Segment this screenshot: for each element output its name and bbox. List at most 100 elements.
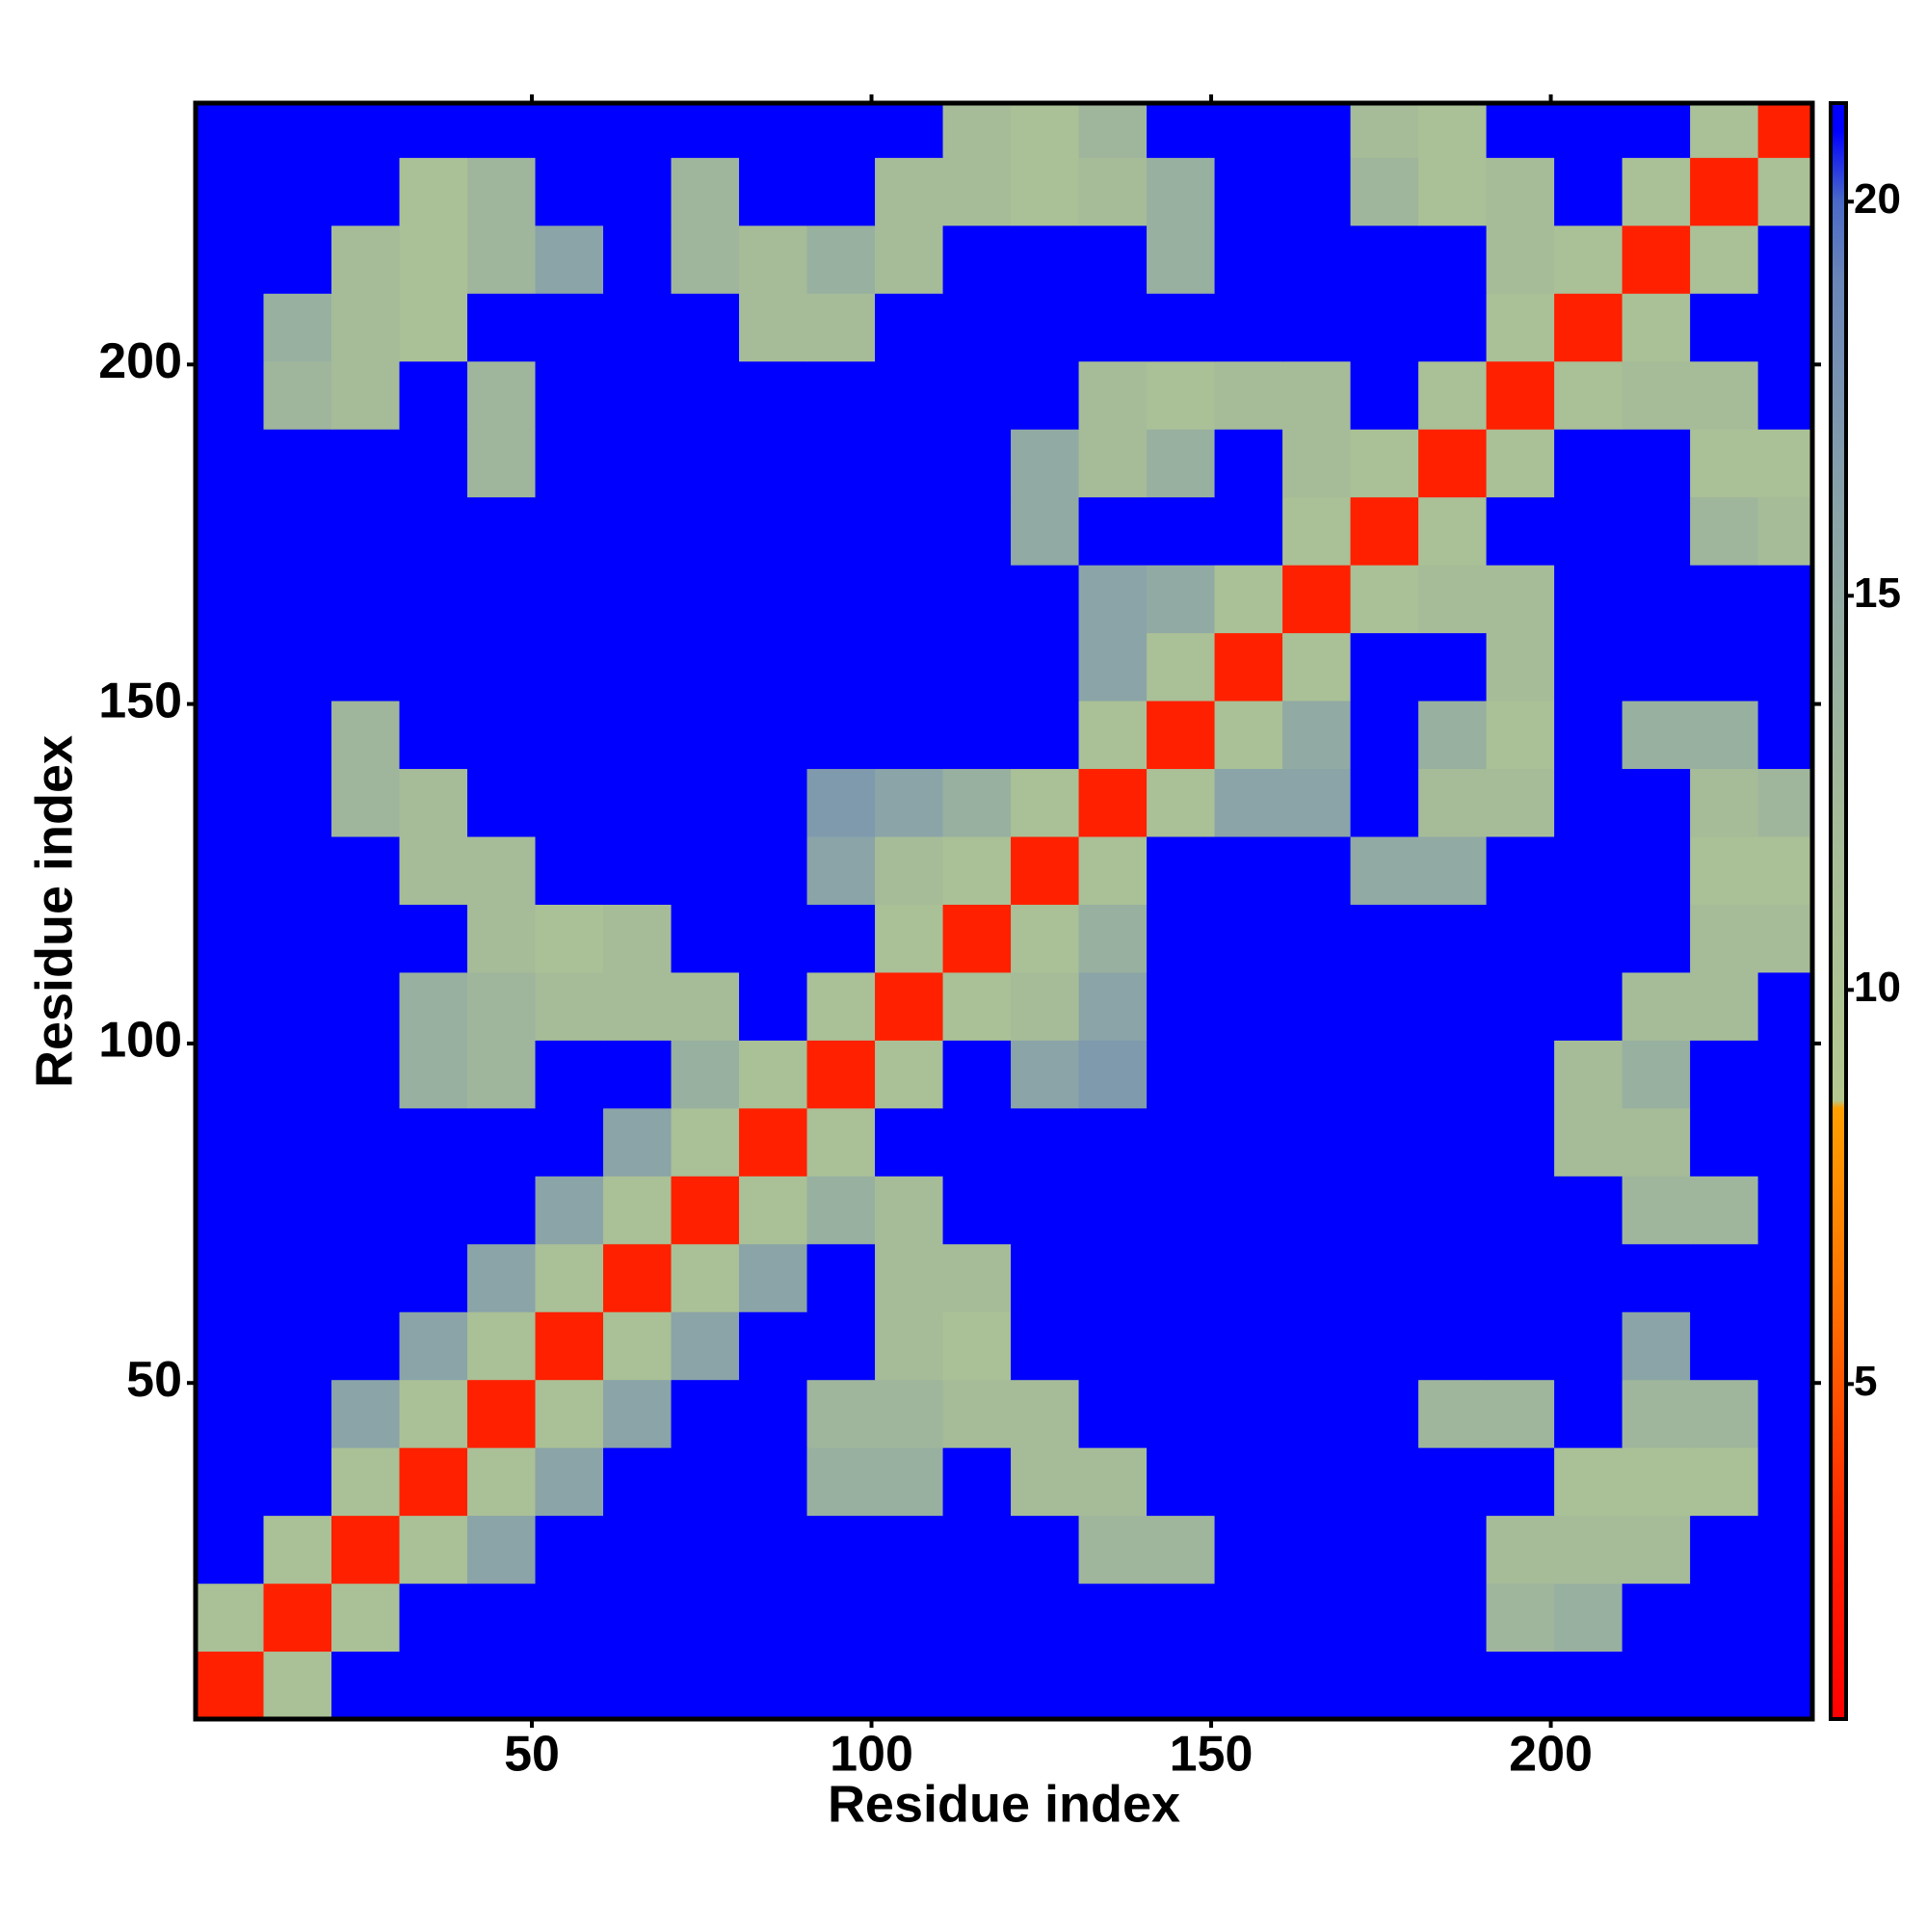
heatmap-cell [942,1515,1012,1584]
heatmap-cell [942,429,1012,498]
heatmap-cell [1486,904,1555,973]
heatmap-cell [739,1379,808,1448]
heatmap-cell [467,835,537,905]
heatmap-cell [806,157,876,226]
heatmap-cell [1690,768,1759,837]
heatmap-cell [806,1040,876,1109]
heatmap-cell [942,1311,1012,1381]
heatmap-cell [535,1040,604,1109]
heatmap-cell [1147,1447,1216,1517]
heatmap-cell [467,768,537,837]
heatmap-cell [1554,225,1623,294]
heatmap-cell [875,225,944,294]
heatmap-cell [1757,360,1813,430]
heatmap-cell [603,225,673,294]
heatmap-cell [875,360,944,430]
heatmap-cell [535,904,604,973]
heatmap-cell [535,701,604,770]
heatmap-cell [1282,1243,1352,1312]
heatmap-cell [1011,565,1080,634]
heatmap-cell [1554,103,1623,158]
heatmap-cell [1554,1176,1623,1245]
heatmap-cell [331,1515,401,1584]
heatmap-cell [331,565,401,634]
heatmap-cell [1350,904,1419,973]
heatmap-cell [942,157,1012,226]
heatmap-cell [942,1243,1012,1312]
heatmap-cell [535,1447,604,1517]
heatmap-cell [1147,225,1216,294]
heatmap-cell [196,835,265,905]
heatmap-cell [875,1243,944,1312]
heatmap-cell [603,1447,673,1517]
heatmap-cell [671,1583,740,1653]
heatmap-cell [1011,1651,1080,1720]
heatmap-cell [467,1379,537,1448]
heatmap-cell [603,157,673,226]
colorbar [1829,101,1848,1721]
heatmap-cell [1757,1311,1813,1381]
heatmap-cell [671,1176,740,1245]
heatmap-cell [1011,1515,1080,1584]
heatmap-cell [875,1176,944,1245]
heatmap-cell [1757,225,1813,294]
heatmap-cell [806,1107,876,1177]
heatmap-cell [467,103,537,158]
heatmap-cell [671,1651,740,1720]
heatmap-cell [263,1379,332,1448]
x-axis-title: Residue index [828,1775,1180,1833]
heatmap-cell [942,1040,1012,1109]
heatmap-cell [875,1107,944,1177]
heatmap-cell [331,1447,401,1517]
heatmap-cell [263,1651,332,1720]
heatmap-cell [1486,1040,1555,1109]
heatmap-cell [1418,1651,1488,1720]
heatmap-cell [1011,768,1080,837]
heatmap-cell [535,1176,604,1245]
heatmap-cell [671,360,740,430]
heatmap-cell [467,1311,537,1381]
heatmap-cell [1011,293,1080,362]
heatmap-cell [535,225,604,294]
heatmap-cell [1554,971,1623,1041]
heatmap-cell [1418,565,1488,634]
heatmap-cell [1147,768,1216,837]
heatmap-cell [1350,1311,1419,1381]
heatmap-cell [535,360,604,430]
heatmap-cell [739,429,808,498]
heatmap-cell [1486,225,1555,294]
heatmap-cell [196,1243,265,1312]
heatmap-cell [806,1176,876,1245]
heatmap-cell [1282,1176,1352,1245]
heatmap-cell [1554,565,1623,634]
heatmap-cell [1622,904,1691,973]
heatmap-cell [331,1311,401,1381]
heatmap-cell [1214,360,1283,430]
heatmap-cell [1282,565,1352,634]
heatmap-cell [671,1311,740,1381]
heatmap-cell [1622,1311,1691,1381]
heatmap-cell [1011,1176,1080,1245]
heatmap-cell [1147,429,1216,498]
heatmap-cell [1350,701,1419,770]
heatmap-cell [1622,103,1691,158]
heatmap-cell [806,293,876,362]
heatmap-cell [196,1379,265,1448]
heatmap-cell [1554,1515,1623,1584]
heatmap-cell [1214,1311,1283,1381]
heatmap-cell [1418,1243,1488,1312]
heatmap-cell [1282,1107,1352,1177]
heatmap-cell [196,1583,265,1653]
heatmap-cell [535,565,604,634]
heatmap-cell [1214,1583,1283,1653]
heatmap-cell [603,565,673,634]
heatmap-cell [196,1515,265,1584]
heatmap-cell [942,1107,1012,1177]
heatmap-cell [196,1447,265,1517]
heatmap-cell [806,1447,876,1517]
heatmap-cell [331,103,401,158]
heatmap-cell [1554,293,1623,362]
heatmap-cell [603,1040,673,1109]
heatmap-cell [806,1243,876,1312]
